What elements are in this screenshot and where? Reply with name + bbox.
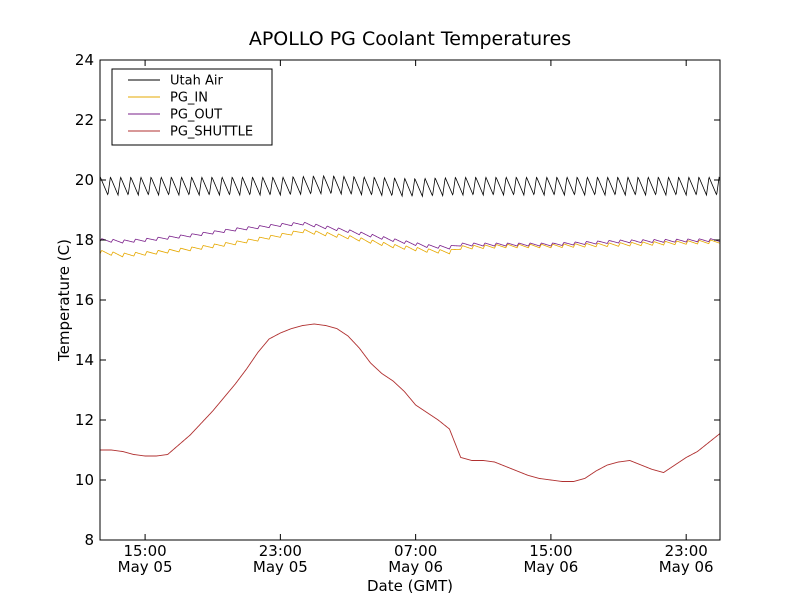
x-tick-label-date: May 05 xyxy=(253,558,308,576)
x-tick-label-time: 23:00 xyxy=(665,542,708,560)
x-tick-label-date: May 06 xyxy=(659,558,714,576)
legend-label: Utah Air xyxy=(170,74,223,89)
series-line-pg-in xyxy=(99,228,721,258)
series-line-utah-air xyxy=(99,174,721,198)
chart-title: APOLLO PG Coolant Temperatures xyxy=(249,28,571,50)
legend: Utah Air PG_IN PG_OUT PG_SHUTTLE xyxy=(111,68,273,146)
x-tick-label-date: May 06 xyxy=(523,558,578,576)
y-tick-label: 16 xyxy=(75,291,94,309)
y-tick-label: 20 xyxy=(75,171,94,189)
legend-label: PG_OUT xyxy=(170,108,222,123)
series-line-pg-shuttle xyxy=(100,323,721,482)
x-tick-label-time: 15:00 xyxy=(123,542,166,560)
y-axis-title: Temperature (C) xyxy=(55,239,73,362)
legend-label: PG_SHUTTLE xyxy=(170,125,253,140)
y-tick-label: 12 xyxy=(75,411,94,429)
y-tick-label: 8 xyxy=(84,531,94,549)
x-tick-label-date: May 05 xyxy=(118,558,173,576)
y-tick-label: 10 xyxy=(75,471,94,489)
series-layer xyxy=(99,174,721,482)
x-tick-label-time: 23:00 xyxy=(259,542,302,560)
series-line-pg-out xyxy=(99,221,721,250)
y-tick-label: 18 xyxy=(75,231,94,249)
plot-frame xyxy=(99,59,721,541)
x-tick-label-date: May 06 xyxy=(388,558,443,576)
legend-box xyxy=(111,68,273,146)
x-tick-label-time: 07:00 xyxy=(394,542,437,560)
y-tick-label: 22 xyxy=(75,111,94,129)
x-tick-label-time: 15:00 xyxy=(529,542,572,560)
x-axis-title: Date (GMT) xyxy=(367,577,453,595)
y-tick-label: 14 xyxy=(75,351,94,369)
y-tick-label: 24 xyxy=(75,51,94,69)
legend-label: PG_IN xyxy=(170,91,208,106)
